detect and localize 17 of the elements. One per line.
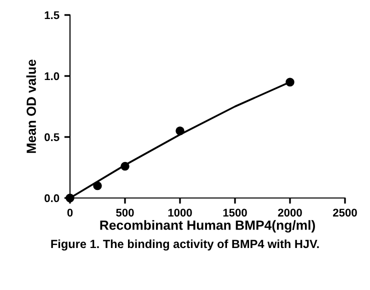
y-tick-label: 1.5 xyxy=(44,11,60,20)
y-tick-label: 1.0 xyxy=(44,72,60,80)
x-tick-label: 500 xyxy=(116,208,134,217)
y-axis-title: Mean OD value xyxy=(26,60,36,153)
x-tick-label: 2000 xyxy=(278,208,302,217)
x-axis-title: Recombinant Human BMP4(ng/ml) xyxy=(100,220,315,233)
point xyxy=(286,78,294,86)
point xyxy=(93,181,102,190)
caption: Figure 1. The binding activity of BMP4 with HJV. xyxy=(51,239,319,251)
y-tick-label: 0.5 xyxy=(44,133,60,142)
x-tick-label: 1500 xyxy=(223,208,247,217)
point xyxy=(176,126,184,136)
x-tick-label: 1000 xyxy=(168,208,192,217)
point xyxy=(120,162,130,171)
x-tick-label: 0 xyxy=(67,208,73,217)
x-tick-label: 2500 xyxy=(333,208,357,217)
y-tick-label: 0.0 xyxy=(44,194,60,202)
